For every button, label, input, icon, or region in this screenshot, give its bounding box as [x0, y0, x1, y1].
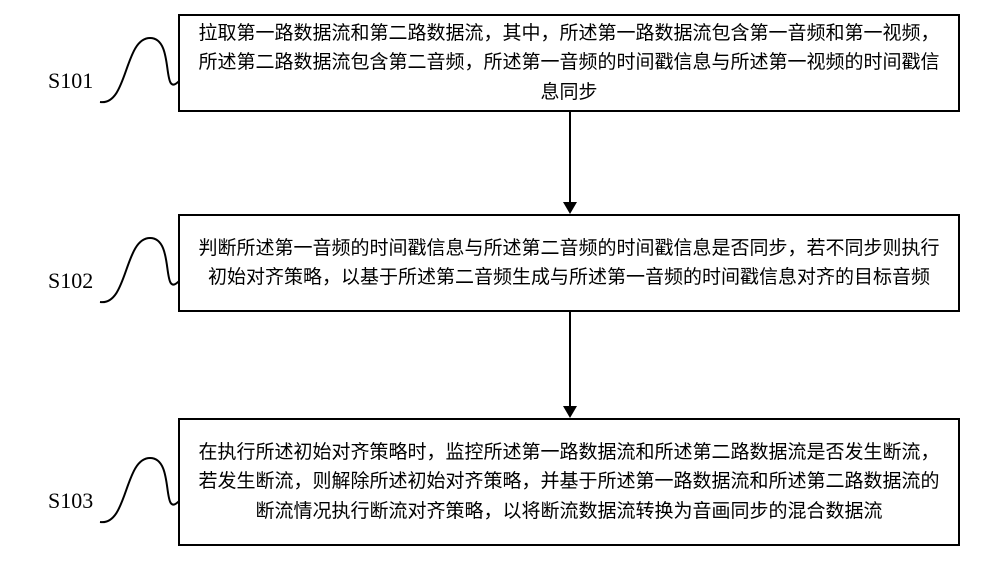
arrow-head-icon [563, 202, 577, 214]
step-label-s102: S102 [48, 268, 93, 294]
step-text: 判断所述第一音频的时间戳信息与所述第二音频的时间戳信息是否同步，若不同步则执行初… [198, 234, 940, 293]
step-connector-curve [100, 450, 180, 530]
step-connector-curve [100, 230, 180, 310]
arrow-line [569, 112, 571, 202]
step-box-s102: 判断所述第一音频的时间戳信息与所述第二音频的时间戳信息是否同步，若不同步则执行初… [178, 214, 960, 312]
step-label-s101: S101 [48, 68, 93, 94]
step-label-s103: S103 [48, 488, 93, 514]
step-text: 拉取第一路数据流和第二路数据流，其中，所述第一路数据流包含第一音频和第一视频，所… [198, 19, 940, 107]
step-connector-curve [100, 30, 180, 110]
step-box-s101: 拉取第一路数据流和第二路数据流，其中，所述第一路数据流包含第一音频和第一视频，所… [178, 14, 960, 112]
arrow-line [569, 312, 571, 406]
step-text: 在执行所述初始对齐策略时，监控所述第一路数据流和所述第二路数据流是否发生断流，若… [198, 438, 940, 526]
arrow-head-icon [563, 406, 577, 418]
flowchart-canvas: S101 拉取第一路数据流和第二路数据流，其中，所述第一路数据流包含第一音频和第… [0, 0, 1000, 570]
step-box-s103: 在执行所述初始对齐策略时，监控所述第一路数据流和所述第二路数据流是否发生断流，若… [178, 418, 960, 546]
